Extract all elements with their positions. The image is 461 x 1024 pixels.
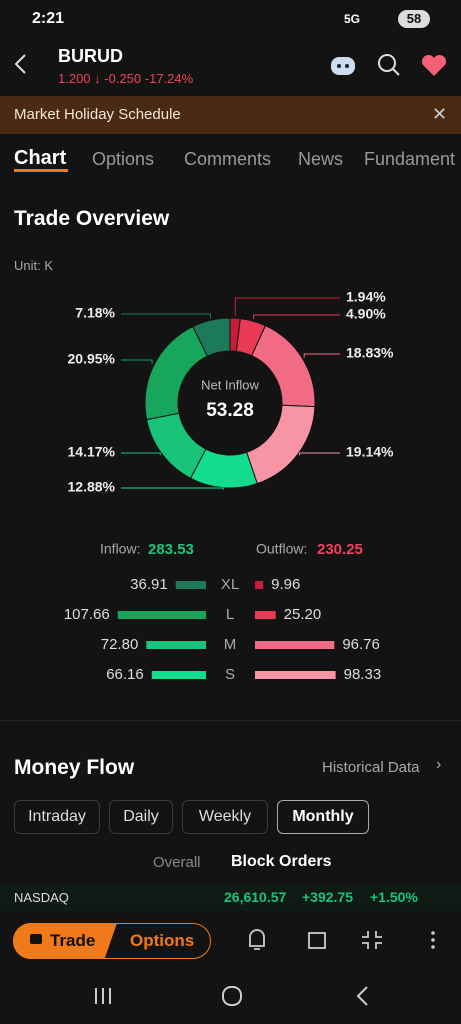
outflow-bar xyxy=(255,611,276,619)
quote: 1.200 ↓ -0.250 -17.24% xyxy=(58,71,194,86)
nav-bar xyxy=(95,986,368,1006)
percent-label: 19.14% xyxy=(346,444,394,460)
assistant-icon[interactable] xyxy=(328,50,358,78)
inflow-label: Inflow: xyxy=(100,541,140,557)
tab[interactable]: News xyxy=(298,149,344,169)
favorite-icon[interactable] xyxy=(420,52,448,78)
inflow-bar xyxy=(117,611,206,619)
time: 2:21 xyxy=(32,10,65,27)
subtab[interactable]: Overall xyxy=(153,854,201,871)
leader-line xyxy=(121,359,153,365)
size-label: S xyxy=(225,666,235,683)
options-label[interactable]: Options xyxy=(130,931,195,950)
outflow-bar xyxy=(255,641,335,649)
outflow-value: 9.96 xyxy=(271,576,300,593)
donut-segment xyxy=(144,325,208,421)
ticker-name: NASDAQ xyxy=(14,890,69,905)
period-chip[interactable]: Weekly xyxy=(182,800,268,834)
leader-line xyxy=(299,452,340,456)
subtab-active[interactable]: Block Orders xyxy=(231,853,332,870)
inflow-value: 66.16 xyxy=(106,666,144,683)
period-chip-active[interactable]: Monthly xyxy=(277,800,369,834)
leader-line xyxy=(303,353,340,358)
donut-segment xyxy=(246,404,316,485)
ticker-bar[interactable] xyxy=(0,883,461,911)
trade-label[interactable]: Trade xyxy=(50,931,96,950)
size-label: M xyxy=(224,636,237,653)
symbol[interactable]: BURUD xyxy=(58,46,123,66)
change: -0.250 xyxy=(104,71,142,86)
inflow-value: 72.80 xyxy=(101,636,139,653)
section-title: Money Flow xyxy=(14,756,135,779)
center-label: Net Inflow xyxy=(201,377,259,392)
price: 1.200 xyxy=(58,71,91,86)
leader-line xyxy=(234,297,340,317)
outflow-value: 25.20 xyxy=(284,606,322,623)
inflow-bar xyxy=(151,671,206,679)
center-value: 53.28 xyxy=(206,400,254,421)
banner[interactable] xyxy=(0,96,461,134)
leader-line xyxy=(121,452,161,456)
leader-line xyxy=(253,314,340,320)
back-button[interactable] xyxy=(10,52,34,76)
outflow-value: 96.76 xyxy=(342,636,380,653)
historical-link[interactable]: Historical Data xyxy=(322,759,420,776)
battery: 58 xyxy=(398,10,430,28)
tab[interactable]: Options xyxy=(92,149,155,169)
divider xyxy=(0,720,461,721)
unit: Unit: K xyxy=(14,258,54,273)
inflow-value: 107.66 xyxy=(64,606,110,623)
outflow-bar xyxy=(255,671,336,679)
ticker-pct: +1.50% xyxy=(370,889,418,905)
toolbar-icons[interactable] xyxy=(245,928,445,952)
period-chip[interactable]: Daily xyxy=(109,800,173,834)
outflow-value: 98.33 xyxy=(344,666,382,683)
search-icon[interactable] xyxy=(376,52,402,78)
percent-label: 20.95% xyxy=(68,351,116,367)
ticker-change: +392.75 xyxy=(302,889,353,905)
percent-label: 14.17% xyxy=(68,444,116,460)
inflow-total: 283.53 xyxy=(148,541,194,558)
outflow-bar xyxy=(255,581,264,589)
outflow-label: Outflow: xyxy=(256,541,307,557)
lock-icon xyxy=(30,934,42,944)
period-chip[interactable]: Intraday xyxy=(14,800,100,834)
size-label: L xyxy=(226,606,234,623)
inflow-bar xyxy=(146,641,206,649)
section-title: Trade Overview xyxy=(14,207,170,230)
percent-label: 12.88% xyxy=(68,479,116,495)
tab-underline xyxy=(14,169,68,172)
percent-label: 7.18% xyxy=(75,305,115,321)
donut-segment xyxy=(192,317,231,357)
percent-label: 1.94% xyxy=(346,289,386,305)
leader-line xyxy=(121,487,224,490)
chevron: › xyxy=(436,756,442,773)
tab-active[interactable]: Chart xyxy=(14,147,67,169)
percent-label: 4.90% xyxy=(346,306,386,322)
ticker-value: 26,610.57 xyxy=(224,889,287,905)
donut-segment xyxy=(251,325,316,408)
tab[interactable]: Comments xyxy=(184,149,272,169)
size-label: XL xyxy=(221,576,239,593)
outflow-total: 230.25 xyxy=(317,541,363,558)
inflow-bar xyxy=(175,581,206,589)
leader-line xyxy=(121,313,211,319)
banner-text[interactable]: Market Holiday Schedule xyxy=(14,106,181,123)
change-pct: -17.24% xyxy=(144,71,194,86)
tab[interactable]: Fundament xyxy=(364,149,456,169)
trade-chart: Net Inflow 53.28 Inflow: 283.53 Outflow:… xyxy=(64,289,394,683)
close-icon[interactable]: ✕ xyxy=(432,104,448,124)
percent-label: 18.83% xyxy=(346,345,394,361)
network: 5G xyxy=(344,12,361,26)
inflow-value: 36.91 xyxy=(130,576,168,593)
